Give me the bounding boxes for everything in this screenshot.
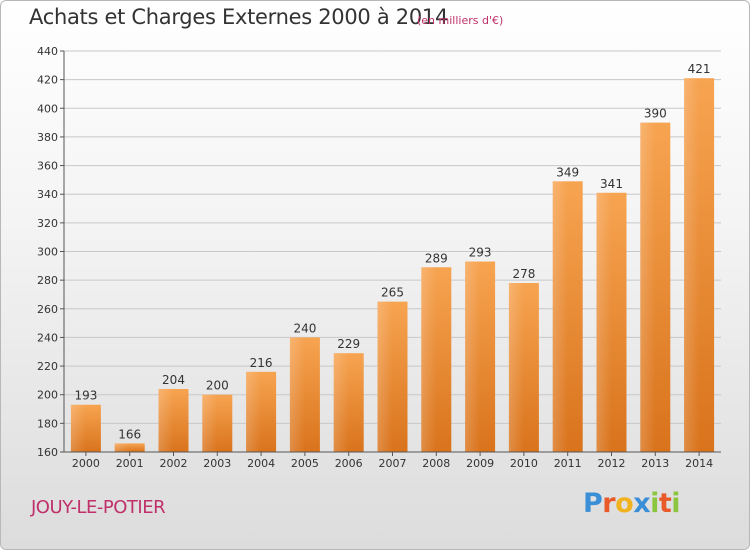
- data-label: 200: [206, 379, 229, 393]
- x-tick-label: 2001: [116, 457, 144, 470]
- bar-highlight: [246, 371, 262, 452]
- y-tick-label: 160: [37, 446, 58, 459]
- y-tick-label: 420: [37, 74, 58, 87]
- data-label: 240: [293, 321, 316, 335]
- y-axis-ticks: 160 180 200 220 240 260 280 300 320 340 360 380 400 4…: [37, 45, 64, 459]
- bars: [70, 78, 715, 452]
- logo-letter: i: [671, 488, 681, 519]
- logo-letter: r: [602, 488, 616, 519]
- x-tick-label: 2003: [203, 457, 231, 470]
- data-label: 166: [118, 427, 141, 441]
- logo-letter: t: [658, 488, 672, 519]
- bar-highlight: [421, 267, 437, 452]
- x-tick-label: 2006: [335, 457, 363, 470]
- x-tick-label: 2008: [422, 457, 450, 470]
- bar-highlight: [508, 283, 524, 452]
- data-label: 216: [250, 356, 273, 370]
- bar-highlight: [640, 122, 656, 452]
- logo-letter: x: [633, 488, 651, 519]
- data-label: 421: [688, 62, 711, 76]
- y-tick-label: 340: [37, 188, 58, 201]
- x-axis-ticks: 2000 2001 2002 2003 2004 2005 2006 2007 2008 2009…: [72, 452, 713, 470]
- chart-title: Achats et Charges Externes 2000 à 2014: [29, 5, 449, 29]
- x-tick-label: 2013: [641, 457, 669, 470]
- data-label: 229: [337, 337, 360, 351]
- bar-highlight: [114, 443, 130, 452]
- data-label: 390: [644, 107, 667, 121]
- bar-highlight: [377, 301, 393, 452]
- x-tick-label: 2004: [247, 457, 275, 470]
- y-tick-label: 260: [37, 303, 58, 316]
- y-tick-label: 220: [37, 360, 58, 373]
- bar-highlight: [158, 388, 174, 452]
- data-label: 289: [425, 251, 448, 265]
- y-tick-label: 180: [37, 417, 58, 430]
- y-tick-label: 280: [37, 274, 58, 287]
- bar-highlight: [70, 404, 86, 452]
- x-tick-label: 2007: [379, 457, 407, 470]
- data-label: 341: [600, 177, 623, 191]
- y-tick-label: 440: [37, 45, 58, 58]
- axes: [63, 51, 721, 453]
- data-labels: 193 166 204 200 216 240 229 265 289 293 278 349 341 3…: [74, 62, 710, 441]
- data-label: 293: [469, 246, 492, 260]
- y-tick-label: 380: [37, 131, 58, 144]
- bar-highlight: [552, 181, 568, 452]
- x-tick-label: 2000: [72, 457, 100, 470]
- data-label: 204: [162, 373, 185, 387]
- x-tick-label: 2010: [510, 457, 538, 470]
- y-tick-label: 400: [37, 102, 58, 115]
- bar-highlight: [465, 261, 481, 452]
- y-tick-label: 360: [37, 160, 58, 173]
- x-tick-label: 2014: [685, 457, 713, 470]
- bar-highlight: [289, 337, 305, 452]
- proxiti-logo[interactable]: Proxiti: [583, 488, 681, 519]
- y-tick-label: 320: [37, 217, 58, 230]
- y-tick-label: 240: [37, 331, 58, 344]
- logo-letter: o: [615, 488, 634, 519]
- x-tick-label: 2012: [598, 457, 626, 470]
- x-tick-label: 2011: [554, 457, 582, 470]
- chart-subtitle: (en milliers d'€): [417, 14, 504, 27]
- logo-letter: i: [650, 488, 659, 519]
- y-tick-label: 200: [37, 389, 58, 402]
- data-label: 349: [556, 165, 579, 179]
- data-label: 193: [74, 389, 97, 403]
- x-tick-label: 2005: [291, 457, 319, 470]
- data-label: 278: [512, 267, 535, 281]
- bar-highlight: [333, 353, 349, 452]
- bar-highlight: [202, 394, 218, 452]
- bar-highlight: [596, 192, 612, 452]
- bar-highlight: [684, 78, 700, 452]
- logo-letter: P: [583, 488, 603, 519]
- x-tick-label: 2002: [160, 457, 188, 470]
- commune-name: JOUY-LE-POTIER: [31, 497, 166, 518]
- data-label: 265: [381, 286, 404, 300]
- y-tick-label: 300: [37, 246, 58, 259]
- x-tick-label: 2009: [466, 457, 494, 470]
